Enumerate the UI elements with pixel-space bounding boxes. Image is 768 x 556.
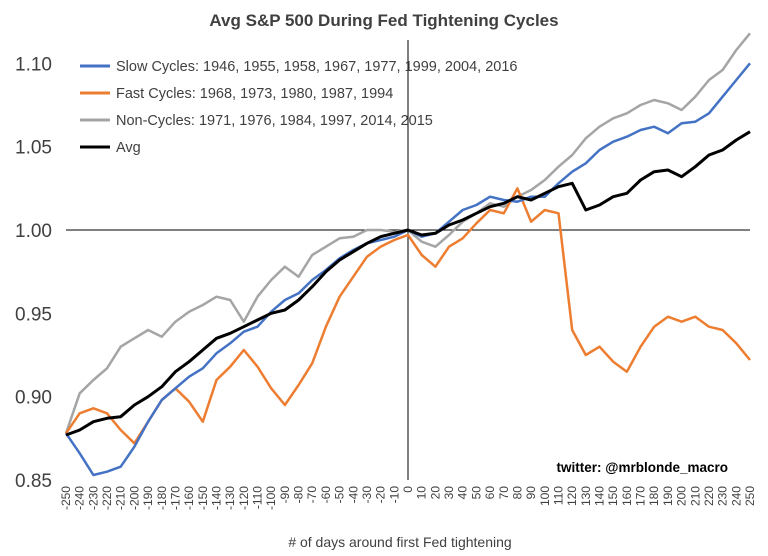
legend: Slow Cycles: 1946, 1955, 1958, 1967, 197… bbox=[80, 59, 517, 156]
x-tick-label: -20 bbox=[374, 486, 388, 504]
x-tick-label: -120 bbox=[237, 486, 251, 510]
x-tick-label: 80 bbox=[510, 486, 524, 500]
x-tick-label: -80 bbox=[292, 486, 306, 504]
chart-title: Avg S&P 500 During Fed Tightening Cycles bbox=[209, 11, 558, 30]
x-tick-label: -220 bbox=[100, 486, 114, 510]
x-tick-label: 90 bbox=[524, 486, 538, 500]
legend-label: Slow Cycles: 1946, 1955, 1958, 1967, 197… bbox=[116, 59, 517, 75]
x-tick-label: -160 bbox=[182, 486, 196, 510]
x-tick-label: 30 bbox=[442, 486, 456, 500]
x-tick-label: 70 bbox=[497, 486, 511, 500]
x-tick-label: -50 bbox=[333, 486, 347, 504]
x-tick-label: 100 bbox=[538, 486, 552, 506]
x-tick-label: -30 bbox=[360, 486, 374, 504]
x-axis-ticks: -250 -240 -230 -220 -210 -200 -190 -180 -170 -160… bbox=[59, 486, 757, 510]
x-axis-label: # of days around first Fed tightening bbox=[288, 534, 511, 550]
y-tick-label: 1.00 bbox=[15, 221, 52, 242]
x-tick-label: 130 bbox=[579, 486, 593, 506]
x-tick-label: -210 bbox=[114, 486, 128, 510]
x-tick-label: 240 bbox=[729, 486, 743, 506]
x-tick-label: -200 bbox=[127, 486, 141, 510]
legend-label: Fast Cycles: 1968, 1973, 1980, 1987, 199… bbox=[116, 86, 393, 102]
x-tick-label: 160 bbox=[620, 486, 634, 506]
x-tick-label: 40 bbox=[456, 486, 470, 500]
x-tick-label: 150 bbox=[606, 486, 620, 506]
legend-label: Non-Cycles: 1971, 1976, 1984, 1997, 2014… bbox=[116, 113, 433, 129]
x-tick-label: 140 bbox=[593, 486, 607, 506]
credit-text: twitter: @mrblonde_macro bbox=[557, 460, 728, 475]
x-tick-label: 200 bbox=[675, 486, 689, 506]
x-tick-label: -140 bbox=[209, 486, 223, 510]
x-tick-label: -240 bbox=[73, 486, 87, 510]
x-tick-label: 60 bbox=[483, 486, 497, 500]
avg-line bbox=[65, 130, 751, 437]
fast-cycles-line bbox=[64, 187, 751, 445]
x-tick-label: -170 bbox=[168, 486, 182, 510]
x-tick-label: -230 bbox=[86, 486, 100, 510]
x-tick-label: 50 bbox=[469, 486, 483, 500]
x-tick-label: 120 bbox=[565, 486, 579, 506]
y-tick-label: 1.05 bbox=[15, 138, 52, 159]
legend-label: Avg bbox=[116, 140, 141, 156]
x-tick-label: 250 bbox=[743, 486, 757, 506]
x-tick-label: 0 bbox=[401, 486, 415, 493]
x-tick-label: 10 bbox=[415, 486, 429, 500]
x-tick-label: -150 bbox=[196, 486, 210, 510]
x-tick-label: -180 bbox=[155, 486, 169, 510]
x-tick-label: -100 bbox=[264, 486, 278, 510]
y-tick-label: 0.90 bbox=[15, 388, 52, 409]
y-tick-label: 0.95 bbox=[15, 304, 52, 325]
x-tick-label: -110 bbox=[251, 486, 265, 509]
x-tick-label: -40 bbox=[346, 486, 360, 504]
x-tick-label: 210 bbox=[688, 486, 702, 506]
x-tick-label: 170 bbox=[634, 486, 648, 506]
y-axis-ticks: 0.85 0.90 0.95 1.00 1.05 1.10 bbox=[15, 54, 52, 492]
series-lines bbox=[64, 32, 751, 477]
x-tick-label: -190 bbox=[141, 486, 155, 510]
x-tick-label: -60 bbox=[319, 486, 333, 504]
x-tick-label: -250 bbox=[59, 486, 73, 510]
x-tick-label: -70 bbox=[305, 486, 319, 504]
x-tick-label: 110 bbox=[551, 486, 565, 505]
x-tick-label: -130 bbox=[223, 486, 237, 510]
x-tick-label: -10 bbox=[387, 486, 401, 504]
x-tick-label: 230 bbox=[716, 486, 730, 506]
x-tick-label: 220 bbox=[702, 486, 716, 506]
y-tick-label: 0.85 bbox=[15, 471, 52, 492]
x-tick-label: 190 bbox=[661, 486, 675, 506]
x-tick-label: 180 bbox=[647, 486, 661, 506]
x-tick-label: 20 bbox=[428, 486, 442, 500]
y-tick-label: 1.10 bbox=[15, 54, 52, 75]
x-tick-label: -90 bbox=[278, 486, 292, 504]
